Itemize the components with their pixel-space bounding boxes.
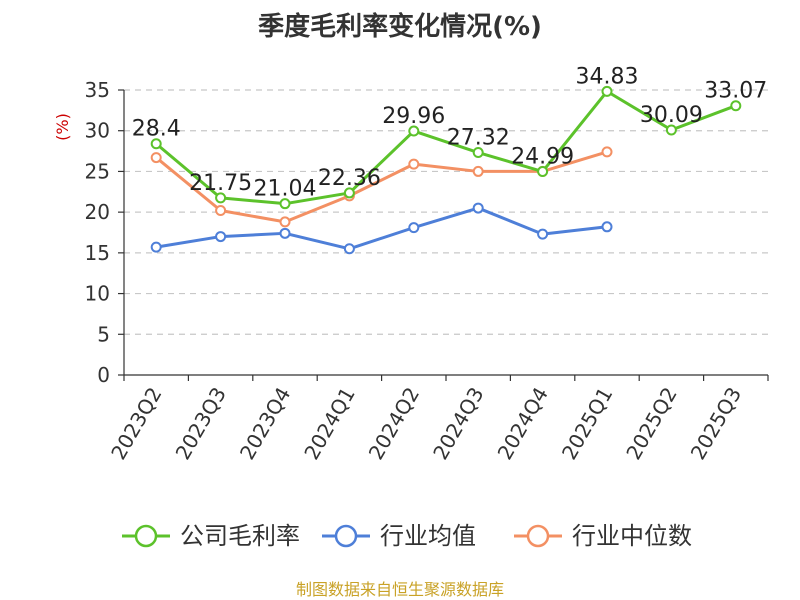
data-point	[601, 85, 613, 97]
y-tick-label: 30	[85, 119, 110, 143]
y-tick-label: 25	[85, 159, 110, 183]
data-point	[150, 138, 162, 150]
data-point	[537, 166, 549, 178]
data-point	[343, 187, 355, 199]
x-tick-label: 2025Q1	[557, 383, 617, 464]
legend-label: 行业中位数	[572, 522, 692, 550]
data-point	[150, 152, 162, 164]
data-point	[665, 124, 677, 136]
y-tick-label: 35	[85, 78, 110, 102]
grid-lines	[124, 89, 768, 335]
data-point	[730, 100, 742, 112]
legend: 公司毛利率 行业均值 行业中位数	[122, 522, 692, 550]
y-tick-label: 0	[97, 363, 110, 387]
data-point	[215, 192, 227, 204]
legend-item: 公司毛利率	[122, 522, 300, 550]
data-point	[472, 147, 484, 159]
data-point	[279, 198, 291, 210]
data-label: 30.09	[640, 103, 703, 128]
data-point	[215, 205, 227, 217]
legend-label: 公司毛利率	[180, 522, 300, 550]
data-point	[343, 243, 355, 255]
y-tick-label: 15	[85, 241, 110, 265]
legend-swatch-marker	[526, 524, 550, 548]
legend-item: 行业中位数	[514, 522, 692, 550]
data-point	[150, 241, 162, 253]
data-point	[601, 146, 613, 158]
series-group	[150, 85, 742, 255]
data-point	[215, 231, 227, 243]
data-point	[601, 221, 613, 233]
data-label: 33.07	[704, 79, 767, 104]
data-point	[537, 228, 549, 240]
legend-label: 行业均值	[380, 522, 476, 550]
data-labels: 28.421.75 21.04 22.3629.9627.3224.9934.833…	[132, 64, 768, 201]
data-point	[472, 165, 484, 177]
x-tick-label: 2024Q4	[493, 383, 553, 464]
data-point	[472, 202, 484, 214]
chart-title: 季度毛利率变化情况(%)	[258, 12, 542, 42]
y-tick-label: 20	[85, 200, 110, 224]
series-line	[155, 89, 737, 206]
data-point	[408, 158, 420, 170]
x-tick-label: 2025Q3	[686, 383, 746, 464]
data-point	[408, 222, 420, 234]
x-tick-label: 2024Q1	[299, 383, 359, 464]
data-label: 34.83	[576, 64, 639, 89]
legend-item: 行业均值	[322, 522, 476, 550]
y-tick-label: 5	[97, 322, 110, 346]
y-tick-label: 10	[85, 282, 110, 306]
series-line	[155, 206, 608, 251]
legend-swatch-marker	[134, 524, 158, 548]
x-tick-label: 2025Q2	[621, 383, 681, 464]
data-label: 27.32	[447, 126, 510, 151]
x-tick-label: 2024Q3	[428, 383, 488, 464]
data-label: 29.96	[382, 104, 445, 129]
data-point	[408, 125, 420, 137]
legend-swatch-marker	[334, 524, 358, 548]
x-tick-label: 2023Q2	[106, 383, 166, 464]
data-label: 24.99	[511, 145, 574, 170]
y-axis-label: (%)	[53, 113, 72, 141]
x-tick-label: 2023Q4	[235, 383, 295, 464]
data-point	[279, 227, 291, 239]
data-label: 28.4	[132, 117, 181, 142]
data-point	[279, 216, 291, 228]
data-label: 21.04	[254, 177, 317, 202]
x-tick-label: 2023Q3	[171, 383, 231, 464]
data-label: 21.75	[189, 171, 252, 196]
series-line	[155, 150, 608, 224]
source-note: 制图数据来自恒生聚源数据库	[295, 580, 504, 599]
data-label: 22.36	[318, 166, 381, 191]
x-tick-label: 2024Q2	[364, 383, 424, 464]
